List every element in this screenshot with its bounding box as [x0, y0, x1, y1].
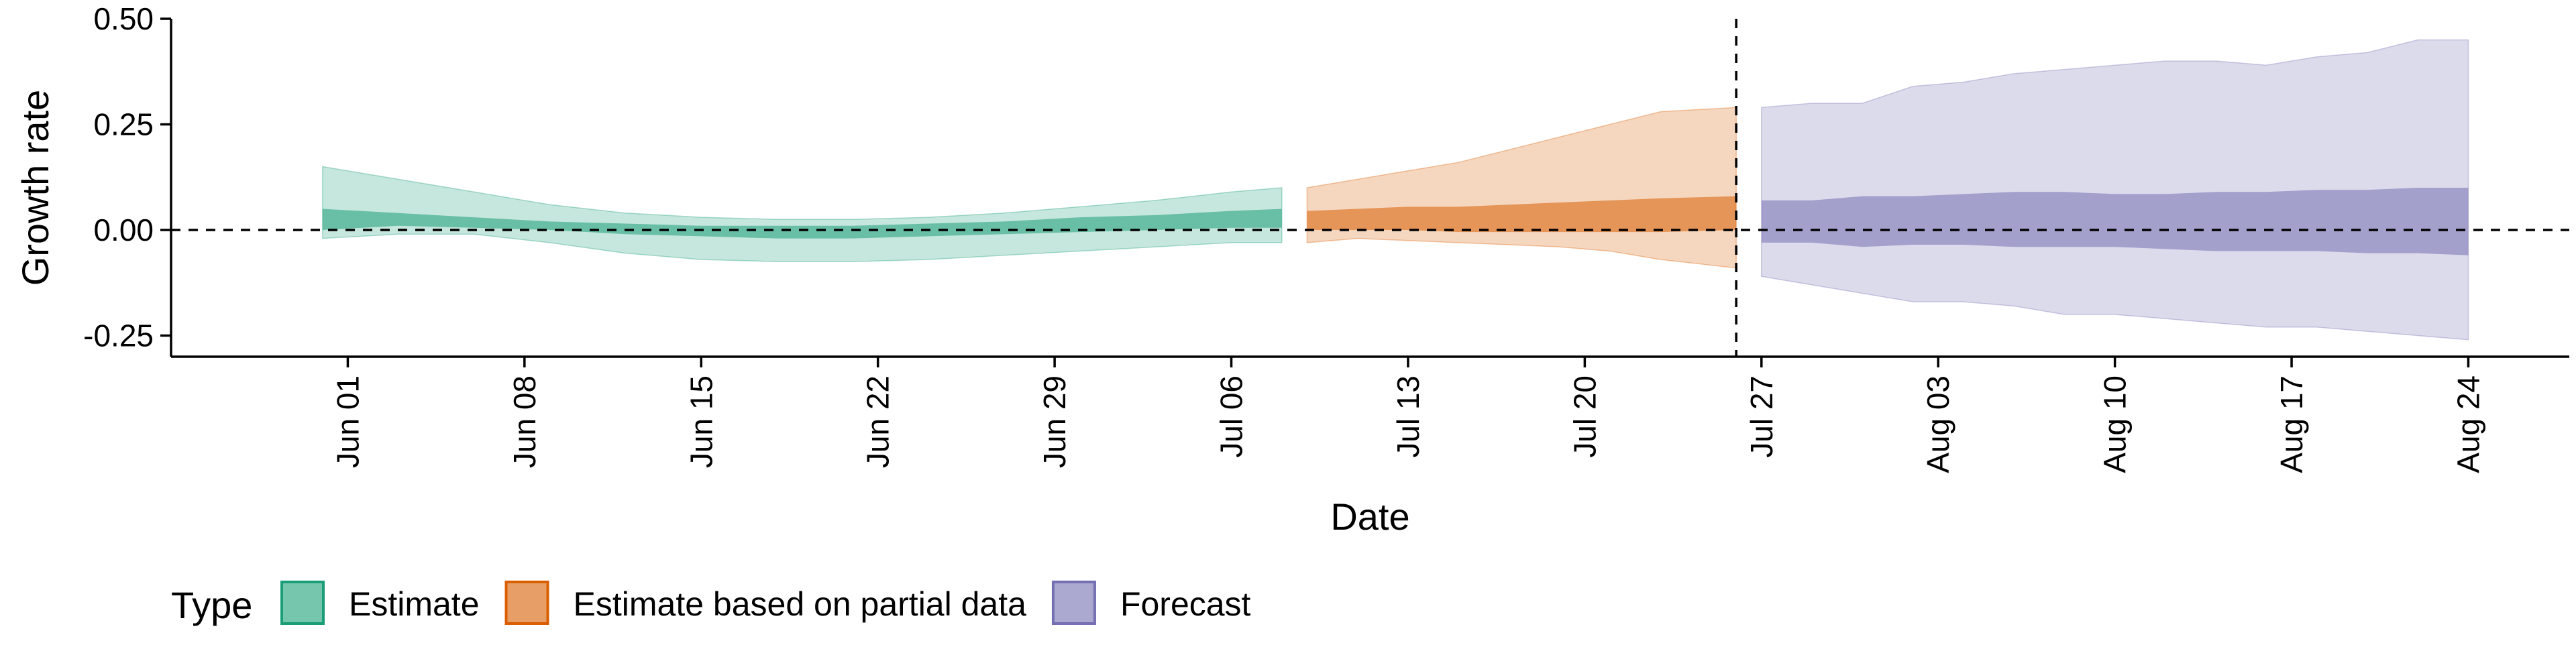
series-2-outer-band [1761, 39, 2469, 341]
y-axis-title: Growth rate [14, 90, 56, 286]
x-tick-label: Jun 01 [330, 375, 365, 468]
series-1-outer-band [1306, 107, 1737, 269]
y-ticks: -0.25 0.00 0.25 0.50 [83, 1, 171, 353]
reference-lines [171, 19, 2569, 357]
x-tick-label: Jul 13 [1391, 375, 1426, 458]
legend-swatch [1051, 581, 1096, 625]
series-0-inner-band [322, 209, 1282, 239]
x-tick-label: Jun 29 [1037, 375, 1072, 468]
x-tick-label: Aug 24 [2451, 375, 2486, 473]
bands-layer [322, 39, 2469, 341]
x-tick-label: Jul 27 [1744, 375, 1779, 458]
legend-label: Estimate based on partial data [574, 585, 1027, 623]
x-tick-label: Jun 08 [507, 375, 542, 468]
y-tick-label: -0.25 [83, 318, 154, 353]
x-tick-label: Jul 20 [1567, 375, 1602, 458]
x-ticks: Jun 01 Jun 08 Jun 15 Jun 22 Jun 29 Jul 06 Jul … [330, 357, 2486, 473]
series-1-inner-band [1307, 196, 1737, 233]
series-2-inner-band [1761, 188, 2469, 255]
y-tick-label: 0.00 [93, 213, 154, 247]
legend: Type Estimate Estimate based on partial d… [171, 581, 1251, 626]
legend-label: Forecast [1120, 585, 1251, 623]
legend-swatch [504, 581, 549, 625]
legend-label: Estimate [349, 585, 480, 623]
x-tick-label: Aug 03 [1921, 375, 1955, 473]
series-0-outer-band [322, 166, 1283, 262]
axes [170, 19, 2569, 358]
x-tick-label: Aug 10 [2098, 375, 2133, 473]
x-tick-label: Jun 22 [861, 375, 896, 468]
x-tick-label: Aug 17 [2274, 375, 2309, 473]
y-tick-label: 0.25 [93, 107, 154, 142]
x-tick-label: Jul 06 [1214, 375, 1249, 458]
x-tick-label: Jun 15 [684, 375, 718, 468]
x-axis-title: Date [1330, 495, 1409, 538]
legend-title: Type [171, 584, 252, 626]
y-tick-label: 0.50 [93, 1, 154, 36]
legend-swatch [280, 581, 325, 625]
